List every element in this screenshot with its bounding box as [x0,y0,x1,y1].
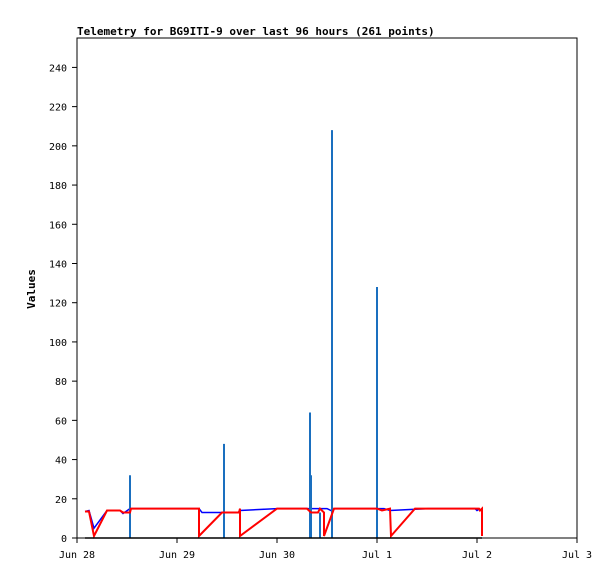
x-tick-label: Jun 30 [259,550,295,561]
chart-title: Telemetry for BG9ITI-9 over last 96 hour… [77,25,435,38]
x-tick-label: Jun 29 [159,550,195,561]
y-tick-label: 200 [49,142,67,153]
x-tick-label: Jul 3 [562,550,592,561]
y-tick-label: 160 [49,220,67,231]
x-tick-label: Jul 2 [462,550,492,561]
y-tick-label: 220 [49,103,67,114]
y-axis-label: Values [25,269,38,309]
y-tick-label: 140 [49,259,67,270]
plot-area: 0 20 40 60 80 100 120 140 160 180 200 220 240 Jun 28 J… [49,37,592,561]
x-tick-label: Jul 1 [362,550,392,561]
y-tick-label: 180 [49,181,67,192]
y-tick-label: 100 [49,338,67,349]
x-tick-label: Jun 28 [59,550,95,561]
y-tick-label: 20 [55,495,67,506]
y-tick-label: 120 [49,299,67,310]
y-tick-label: 40 [55,456,67,467]
y-tick-label: 80 [55,377,67,388]
y-tick-label: 240 [49,63,67,74]
series-line-2 [85,506,483,540]
y-tick-label: 0 [61,534,67,545]
y-tick-label: 60 [55,416,67,427]
